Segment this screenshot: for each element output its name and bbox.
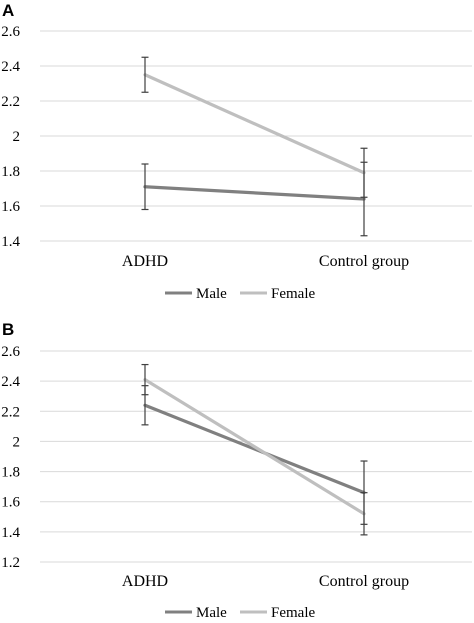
panel-b-category-label-adhd: ADHD: [122, 573, 168, 590]
panel-a-y-tick-label: 2.2: [1, 94, 20, 110]
panel-b-error-bar-female-adhd: [141, 363, 149, 396]
panel-b-series: [143, 378, 366, 516]
panel-a-legend: Male Female: [165, 286, 315, 302]
panel-a-gridlines: [40, 30, 472, 242]
panel-a-error-bar-female-adhd: [141, 56, 149, 93]
panel-a-y-tick-label: 1.8: [1, 164, 20, 180]
panel-a-series-line-male: [143, 185, 366, 201]
panel-a-legend-label-female: Female: [271, 286, 315, 302]
panel-b-series-line-male: [143, 403, 366, 495]
panel-b-legend-label-female: Female: [271, 605, 315, 621]
panel-b-y-tick-label: 2: [13, 434, 21, 450]
panel-a-y-tick-label: 2.6: [1, 24, 20, 40]
panel-a-y-tick-labels: 1.4 1.6 1.8 2 2.2 2.4 2.6: [1, 24, 20, 250]
panel-b-category-label-control-group: Control group: [319, 573, 409, 590]
panel-b-y-tick-labels: 1.2 1.4 1.6 1.8 2 2.2 2.4 2.6: [1, 344, 20, 571]
panel-b-error-bar-female-control-group: [360, 492, 368, 536]
panel-b-y-tick-label: 2.2: [1, 404, 20, 420]
panel-b-legend: Male Female: [165, 605, 315, 621]
panel-a-series-line-female: [143, 73, 366, 175]
panel-a-category-label-adhd: ADHD: [122, 253, 168, 270]
panel-a-y-tick-label: 2: [13, 129, 21, 145]
panel-b-y-tick-label: 2.6: [1, 344, 20, 360]
panel-label-a: A: [2, 1, 14, 20]
panel-b-y-tick-label: 2.4: [1, 374, 20, 390]
panel-b-y-tick-label: 1.2: [1, 555, 20, 571]
panel-b: B 1.2 1.4 1.6 1.8 2 2.2 2.4 2.6 ADHD Control gr…: [1, 320, 472, 621]
panel-b-y-tick-label: 1.6: [1, 495, 20, 511]
panel-b-gridlines: [40, 350, 472, 563]
panel-a-legend-label-male: Male: [196, 286, 227, 302]
panel-a-y-tick-label: 1.6: [1, 199, 20, 215]
panel-a-y-tick-label: 2.4: [1, 59, 20, 75]
panel-a-category-label-control-group: Control group: [319, 253, 409, 270]
panel-label-b: B: [2, 320, 14, 339]
panel-a: A 1.4 1.6 1.8 2 2.2 2.4 2.6 ADHD Control group…: [1, 1, 472, 302]
panel-b-legend-label-male: Male: [196, 605, 227, 621]
panel-a-y-tick-label: 1.4: [1, 234, 20, 250]
panel-a-error-bars: [141, 56, 368, 237]
panel-a-series: [143, 73, 366, 201]
panel-a-error-bar-female-control-group: [360, 147, 368, 198]
panel-b-series-line-female: [143, 378, 366, 516]
panel-a-error-bar-male-adhd: [141, 163, 149, 211]
panel-b-y-tick-label: 1.4: [1, 525, 20, 541]
panel-b-error-bars: [141, 363, 368, 536]
panel-b-y-tick-label: 1.8: [1, 465, 20, 481]
